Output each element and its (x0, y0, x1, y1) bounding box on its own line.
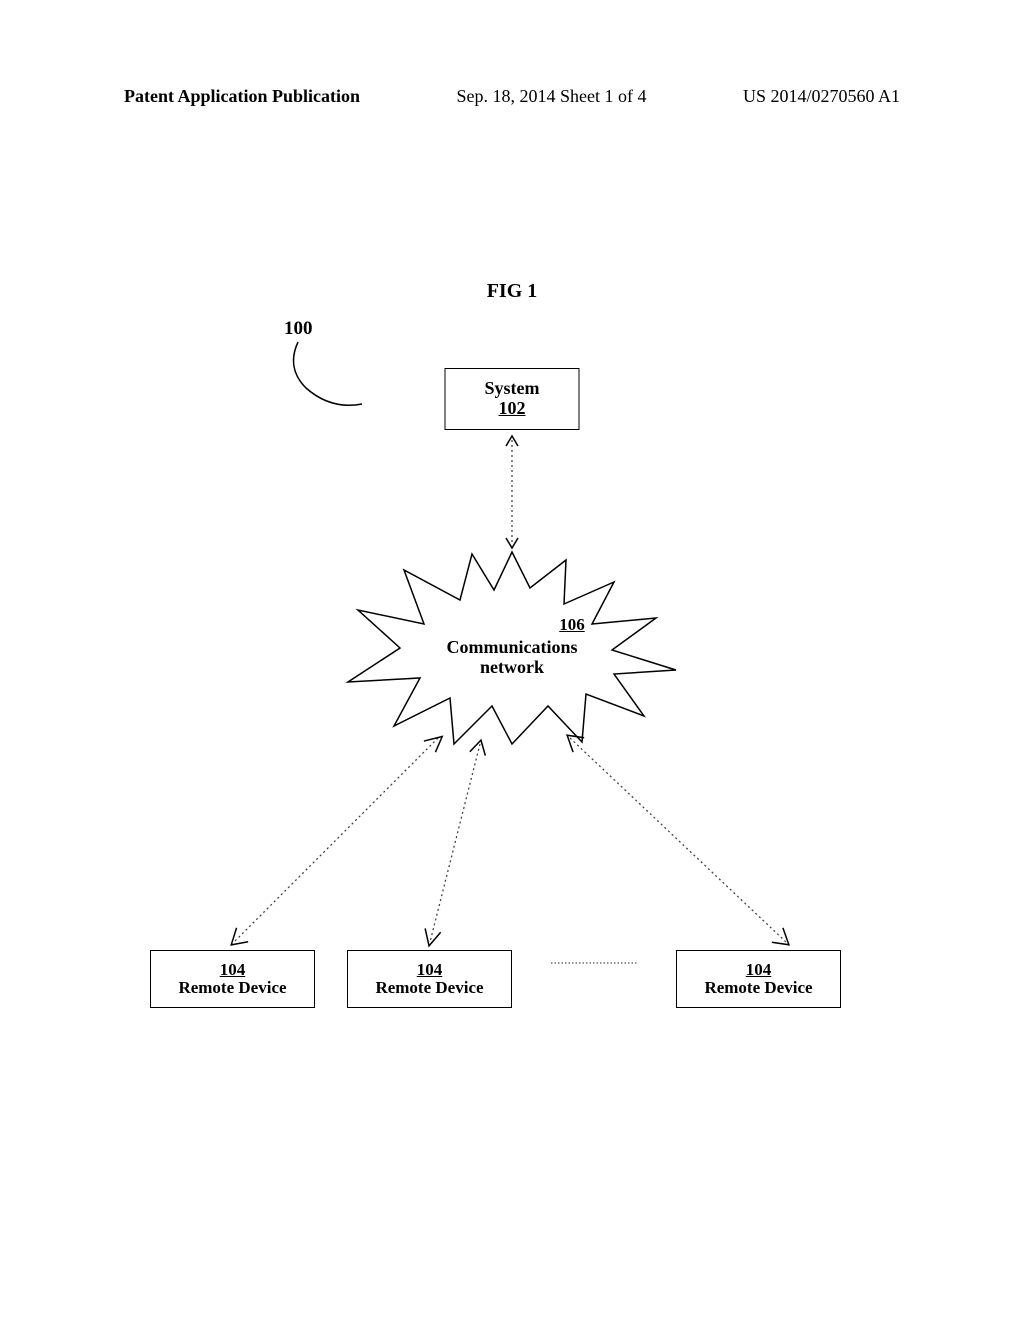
edge-system-network (497, 432, 527, 552)
edges-network-devices (150, 720, 874, 955)
network-text-line2: network (480, 657, 544, 677)
device-ref: 104 (220, 961, 246, 979)
network-ref: 106 (559, 615, 585, 634)
remote-device-box: 104 Remote Device (676, 950, 841, 1008)
figure-1-diagram: FIG 1 100 System 102 106 Communications … (150, 280, 874, 1170)
system-ref: 102 (499, 399, 526, 419)
device-ref: 104 (746, 961, 772, 979)
system-box: System 102 (445, 368, 580, 430)
figure-title: FIG 1 (487, 280, 538, 303)
ellipsis-indicator (544, 950, 644, 1008)
device-label: Remote Device (704, 979, 812, 997)
system-label: System (485, 379, 540, 399)
device-row: 104 Remote Device 104 Remote Device 104 … (150, 950, 874, 1008)
header-left: Patent Application Publication (124, 86, 360, 107)
ref-label-100: 100 (284, 318, 313, 340)
remote-device-box: 104 Remote Device (347, 950, 512, 1008)
network-label-group: 106 Communications network (402, 616, 622, 678)
device-ref: 104 (417, 961, 443, 979)
header-right: US 2014/0270560 A1 (743, 86, 900, 107)
device-label: Remote Device (178, 979, 286, 997)
ellipsis-dashed-line-icon (549, 958, 639, 968)
remote-device-box: 104 Remote Device (150, 950, 315, 1008)
device-label: Remote Device (375, 979, 483, 997)
leader-curve-100 (276, 338, 366, 418)
network-text-line1: Communications (446, 637, 577, 657)
page-header: Patent Application Publication Sep. 18, … (124, 86, 900, 107)
header-center: Sep. 18, 2014 Sheet 1 of 4 (457, 86, 647, 107)
